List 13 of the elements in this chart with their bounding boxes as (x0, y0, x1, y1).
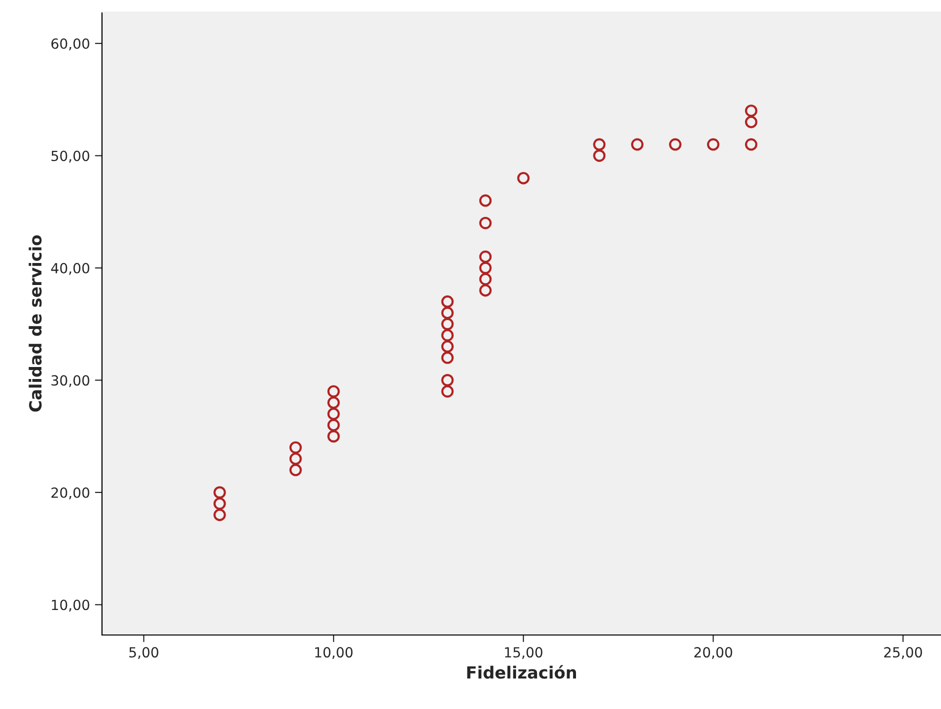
x-tick-label: 20,00 (694, 647, 732, 659)
y-tick-label: 30,00 (51, 375, 90, 388)
y-tick-label: 60,00 (51, 38, 90, 50)
y-tick-label: 50,00 (52, 150, 90, 163)
x-axis-title: Fidelización (467, 665, 576, 679)
x-tick-label: 15,00 (505, 647, 542, 659)
x-tick-label: 10,00 (315, 647, 353, 659)
y-axis-title: Calidad de servicio (28, 235, 42, 412)
y-tick-label: 10,00 (52, 600, 90, 612)
x-tick-label: 5,00 (129, 647, 158, 659)
x-tick-label: 25,00 (884, 647, 922, 659)
y-tick-label: 20,00 (51, 487, 90, 500)
y-tick-label: 40,00 (51, 262, 90, 275)
